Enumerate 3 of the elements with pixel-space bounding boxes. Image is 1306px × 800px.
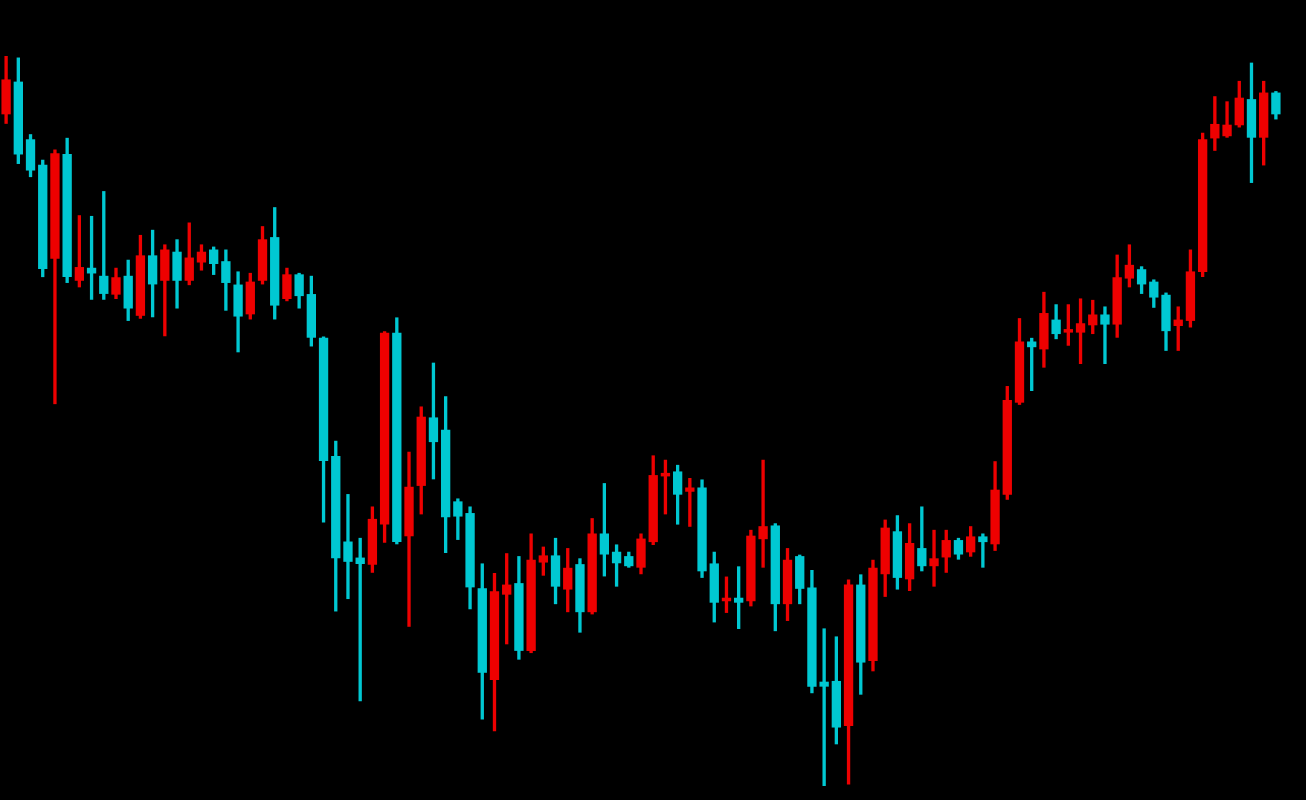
candlestick	[929, 529, 939, 587]
candlestick	[1100, 306, 1110, 364]
candlestick	[978, 533, 988, 568]
